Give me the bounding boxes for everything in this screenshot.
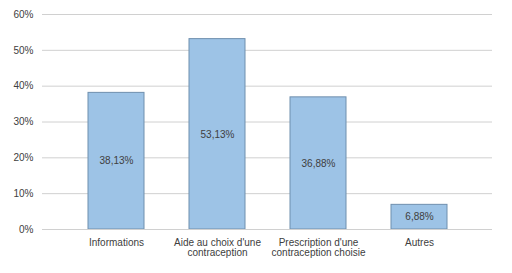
svg-text:Informations: Informations [89, 237, 144, 248]
svg-text:Aide au choix d'unecontracepti: Aide au choix d'unecontraception [174, 237, 261, 258]
svg-text:50%: 50% [13, 45, 33, 56]
svg-text:6,88%: 6,88% [405, 211, 433, 222]
svg-text:36,88%: 36,88% [302, 158, 336, 169]
svg-text:30%: 30% [13, 116, 33, 127]
svg-text:53,13%: 53,13% [201, 129, 235, 140]
svg-text:Autres: Autres [405, 237, 434, 248]
svg-text:60%: 60% [13, 9, 33, 20]
svg-text:10%: 10% [13, 188, 33, 199]
svg-text:40%: 40% [13, 80, 33, 91]
svg-text:20%: 20% [13, 152, 33, 163]
svg-text:0%: 0% [19, 224, 34, 235]
svg-text:38,13%: 38,13% [100, 155, 134, 166]
svg-text:Prescription d'unecontraceptio: Prescription d'unecontraception choisie [272, 237, 366, 258]
